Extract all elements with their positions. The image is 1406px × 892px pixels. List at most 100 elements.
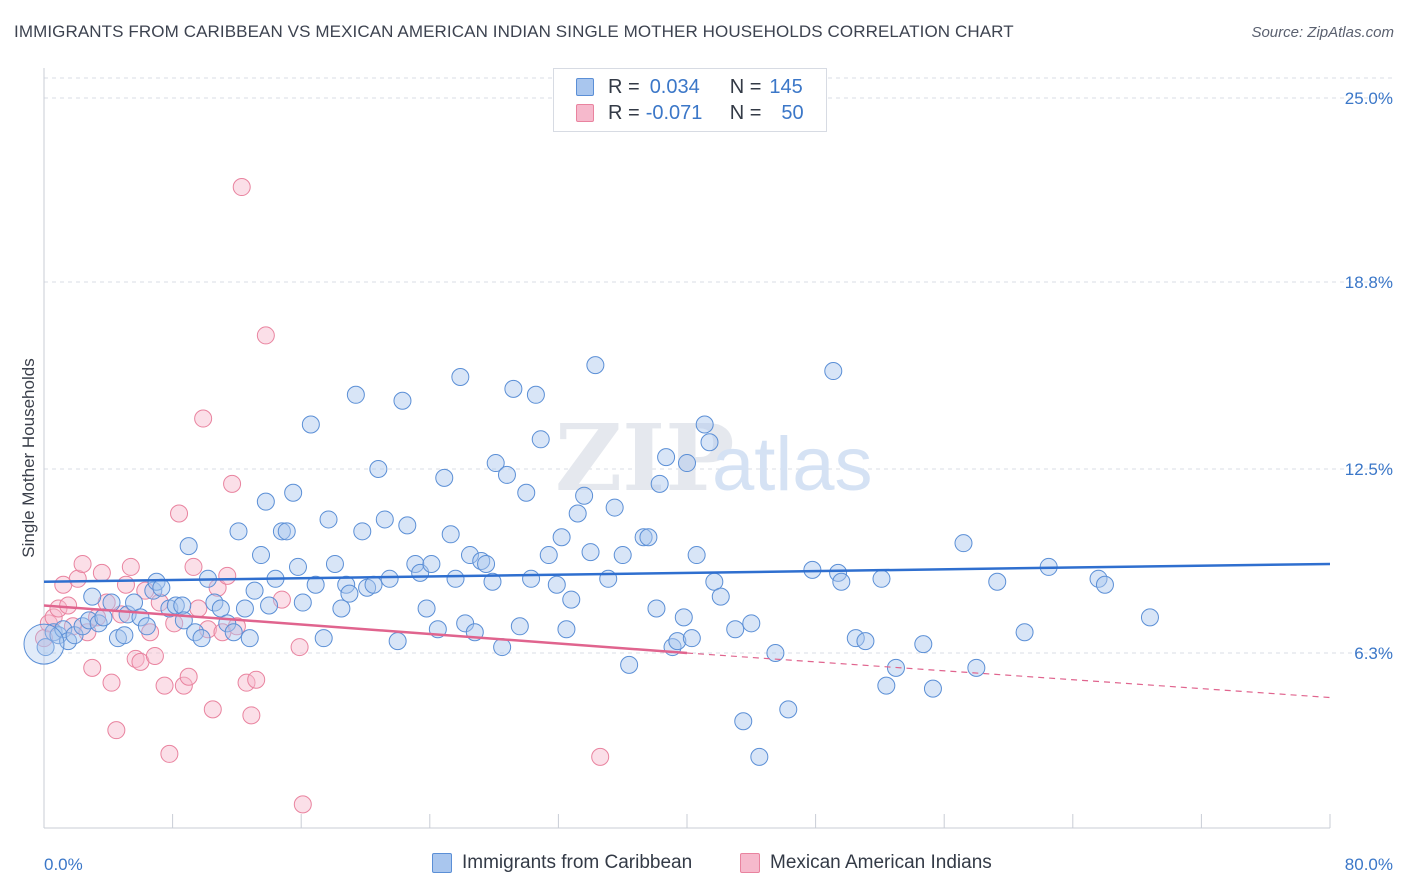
blue-point-61 [388, 632, 407, 651]
blue-point-70 [441, 525, 460, 544]
blue-point-129 [877, 676, 896, 695]
blue-point-140 [1140, 608, 1159, 627]
stats-row-caribbean: R = 0.034 N = 145 [576, 75, 803, 99]
blue-point-135 [988, 572, 1007, 591]
blue-point-88 [539, 546, 558, 565]
blue-point-125 [832, 572, 851, 591]
blue-point-108 [674, 608, 693, 627]
blue-point-100 [620, 655, 639, 674]
pink-point-39 [223, 474, 242, 493]
pink-point-29 [174, 676, 193, 695]
blue-point-101 [634, 528, 653, 547]
pink-point-10 [83, 658, 102, 677]
blue-point-51 [332, 599, 351, 618]
n-label: N = [729, 101, 762, 124]
blue-point-111 [687, 546, 706, 565]
blue-point-8 [83, 587, 102, 606]
blue-point-60 [380, 569, 399, 588]
chart-title: IMMIGRANTS FROM CARIBBEAN VS MEXICAN AME… [14, 22, 1014, 41]
blue-point-82 [504, 379, 523, 398]
blue-point-133 [954, 534, 973, 553]
trend-caribbean [43, 562, 1331, 584]
pink-point-22 [141, 623, 160, 642]
legend-item-mexican: Mexican American Indians [740, 852, 992, 874]
blue-point-2 [49, 626, 68, 645]
pink-point-23 [145, 646, 164, 665]
blue-point-47 [306, 575, 325, 594]
caribbean-swatch [576, 78, 594, 96]
blue-point-139 [1095, 575, 1114, 594]
series-immigrants-from-caribbean [23, 356, 1159, 766]
y-tick-label-2: 18.8% [1345, 273, 1393, 292]
blue-point-80 [493, 638, 512, 657]
blue-point-103 [647, 599, 666, 618]
stats-row-mexican: R = -0.071 N = 50 [576, 101, 804, 125]
blue-point-84 [517, 483, 536, 502]
blue-point-79 [486, 454, 505, 473]
y-axis-label: Single Mother Households [19, 358, 38, 557]
blue-point-117 [734, 712, 753, 731]
pink-point-12 [92, 563, 111, 582]
pink-point-14 [102, 673, 121, 692]
y-tick-label-1: 12.5% [1345, 460, 1393, 479]
legend-label-caribbean: Immigrants from Caribbean [462, 852, 693, 873]
blue-point-71 [446, 569, 465, 588]
blue-point-107 [668, 632, 687, 651]
x-tick-label-min: 0.0% [44, 855, 83, 874]
blue-point-9 [89, 614, 108, 633]
legend-swatch-caribbean [432, 853, 452, 873]
pink-point-28 [170, 504, 189, 523]
blue-point-74 [460, 546, 479, 565]
r-label: R = [608, 101, 640, 124]
blue-point-104 [650, 474, 669, 493]
blue-point-53 [340, 584, 359, 603]
chart-source: Source: ZipAtlas.com [1251, 24, 1394, 41]
n-value: 50 [781, 101, 804, 124]
series-legend: Immigrants from Caribbean Mexican Americ… [0, 852, 1406, 880]
blue-point-1 [44, 623, 63, 642]
blue-point-90 [552, 528, 571, 547]
watermark: ZIP atlas [555, 404, 873, 512]
blue-point-86 [526, 385, 545, 404]
pink-point-33 [194, 409, 213, 428]
trend-lines [43, 562, 1331, 699]
blue-point-87 [531, 430, 550, 449]
blue-point-17 [137, 617, 156, 636]
blue-point-134 [967, 658, 986, 677]
blue-point-43 [284, 483, 303, 502]
pink-point-47 [290, 638, 309, 657]
pink-point-31 [184, 557, 203, 576]
blue-point-102 [639, 528, 658, 547]
r-value: -0.071 [645, 101, 703, 124]
watermark-atlas: atlas [712, 422, 873, 507]
blue-point-109 [678, 454, 696, 473]
blue-point-83 [510, 617, 529, 636]
blue-point-89 [547, 575, 566, 594]
blue-point-120 [766, 644, 785, 662]
pink-point-35 [203, 700, 222, 719]
blue-point-118 [742, 614, 761, 633]
blue-point-67 [422, 554, 441, 573]
blue-point-44 [288, 557, 307, 576]
blue-point-132 [923, 679, 942, 698]
blue-point-59 [375, 510, 394, 529]
blue-point-27 [192, 629, 211, 648]
blue-point-136 [1015, 623, 1034, 642]
pink-point-45 [256, 326, 275, 345]
blue-point-36 [245, 581, 264, 600]
blue-point-69 [435, 468, 454, 487]
r-label: R = [608, 75, 640, 98]
blue-point-13 [115, 626, 134, 645]
pink-point-44 [247, 670, 266, 689]
blue-point-105 [657, 448, 676, 467]
blue-point-38 [256, 492, 275, 511]
blue-point-63 [398, 516, 417, 535]
blue-point-50 [325, 554, 344, 573]
blue-point-24 [179, 537, 198, 556]
blue-point-95 [581, 543, 600, 562]
blue-point-55 [353, 522, 372, 541]
pink-point-49 [591, 747, 610, 766]
x-tick-label-max: 80.0% [1345, 855, 1393, 874]
pink-point-30 [179, 667, 198, 686]
blue-point-cluster [23, 623, 65, 665]
